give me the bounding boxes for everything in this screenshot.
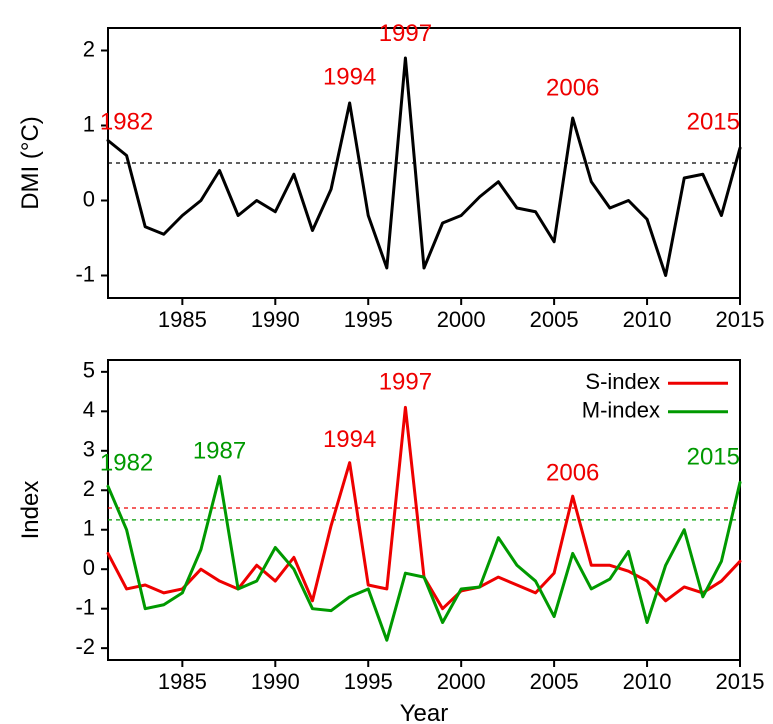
svg-text:2006: 2006 [546, 459, 599, 486]
svg-text:1987: 1987 [193, 438, 246, 465]
svg-text:1990: 1990 [251, 307, 300, 332]
svg-text:2005: 2005 [530, 307, 579, 332]
svg-text:S-index: S-index [585, 369, 660, 394]
svg-text:1994: 1994 [323, 63, 376, 90]
svg-text:2000: 2000 [437, 307, 486, 332]
svg-text:2006: 2006 [546, 75, 599, 102]
svg-text:1990: 1990 [251, 669, 300, 694]
svg-text:1985: 1985 [158, 307, 207, 332]
svg-text:1982: 1982 [100, 108, 153, 135]
chart-figure: -10121985199019952000200520102015DMI (°C… [0, 0, 773, 724]
svg-text:0: 0 [83, 186, 95, 211]
svg-text:4: 4 [83, 397, 95, 422]
svg-text:M-index: M-index [582, 398, 660, 423]
svg-text:2015: 2015 [716, 669, 765, 694]
svg-text:2010: 2010 [623, 307, 672, 332]
svg-text:2000: 2000 [437, 669, 486, 694]
svg-text:2: 2 [83, 36, 95, 61]
svg-text:1995: 1995 [344, 307, 393, 332]
svg-text:Year: Year [400, 700, 449, 724]
svg-text:2: 2 [83, 476, 95, 501]
svg-text:1: 1 [83, 111, 95, 136]
svg-text:5: 5 [83, 358, 95, 383]
svg-text:1995: 1995 [344, 669, 393, 694]
svg-text:-1: -1 [75, 261, 95, 286]
svg-text:1985: 1985 [158, 669, 207, 694]
svg-text:1982: 1982 [100, 450, 153, 477]
svg-text:1997: 1997 [379, 369, 432, 396]
svg-text:1994: 1994 [323, 426, 376, 453]
svg-text:2005: 2005 [530, 669, 579, 694]
svg-text:3: 3 [83, 437, 95, 462]
svg-text:Index: Index [17, 481, 44, 540]
svg-text:2015: 2015 [687, 444, 740, 471]
svg-text:0: 0 [83, 555, 95, 580]
svg-text:DMI (°C): DMI (°C) [17, 116, 44, 210]
svg-text:2015: 2015 [716, 307, 765, 332]
svg-text:-1: -1 [75, 594, 95, 619]
svg-text:2010: 2010 [623, 669, 672, 694]
svg-text:1997: 1997 [379, 20, 432, 47]
svg-text:-2: -2 [75, 634, 95, 659]
svg-text:1: 1 [83, 516, 95, 541]
svg-text:2015: 2015 [687, 108, 740, 135]
chart-svg: -10121985199019952000200520102015DMI (°C… [0, 0, 773, 724]
